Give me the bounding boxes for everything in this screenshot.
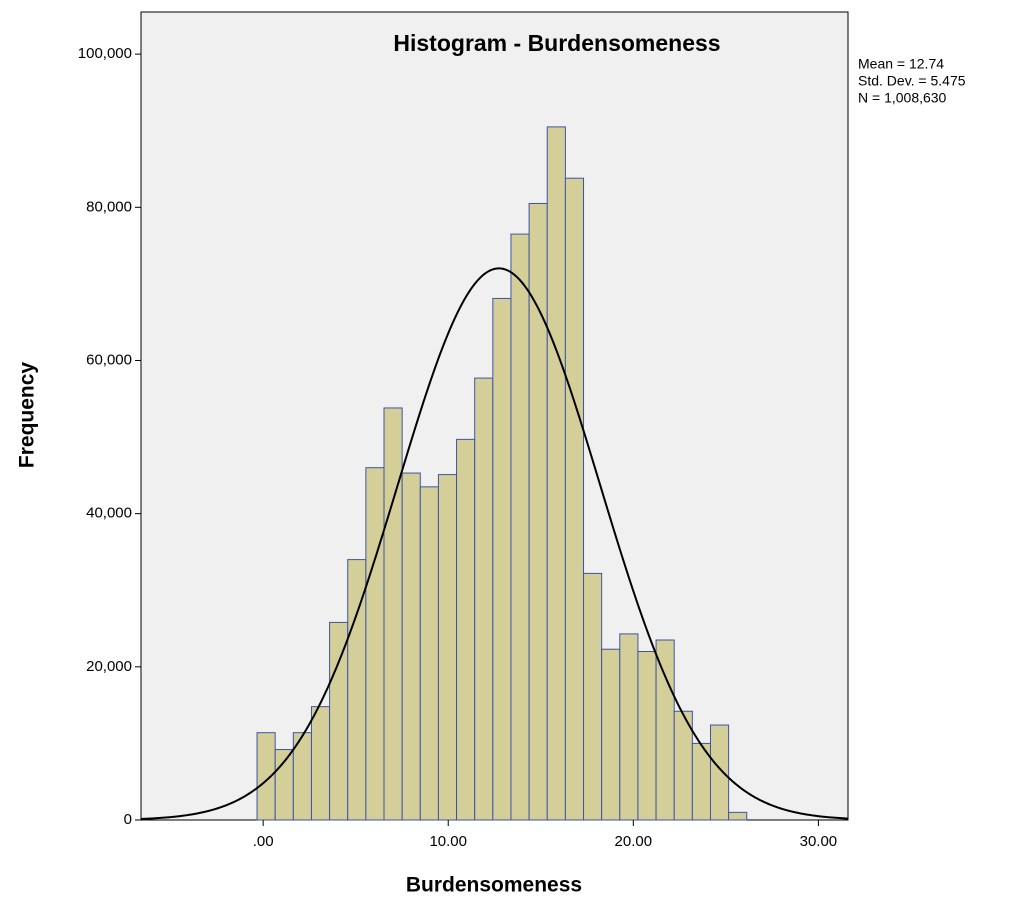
bar	[256, 732, 276, 821]
bar	[619, 633, 639, 821]
bar	[401, 472, 421, 821]
bar	[709, 724, 730, 821]
y-axis-label: Frequency	[16, 362, 39, 469]
bar	[601, 648, 621, 821]
bar	[347, 559, 367, 821]
bar	[637, 651, 657, 821]
stat-mean: Mean = 12.74	[858, 56, 944, 72]
x-tick-label: 10.00	[429, 833, 467, 850]
stat-sd: Std. Dev. = 5.475	[858, 73, 966, 89]
y-tick-label: 80,000	[86, 198, 132, 215]
x-tick-label: .00	[253, 833, 274, 850]
bar	[437, 474, 458, 821]
y-tick-label: 100,000	[78, 45, 132, 62]
y-tick-label: 60,000	[86, 351, 132, 368]
bar	[474, 377, 494, 821]
bar	[583, 572, 603, 821]
bar	[655, 639, 675, 821]
bar	[383, 407, 403, 821]
bar	[546, 126, 566, 821]
bar	[492, 297, 512, 821]
marks	[140, 126, 849, 821]
y-tick-label: 40,000	[86, 505, 132, 522]
y-tick-label: 0	[124, 811, 132, 828]
stat-n: N = 1,008,630	[858, 90, 947, 106]
bar	[419, 486, 439, 821]
bar	[310, 706, 331, 821]
bar	[456, 438, 476, 821]
x-tick-label: 30.00	[800, 833, 838, 850]
x-axis-label: Burdensomeness	[406, 874, 582, 897]
x-tick-label: 20.00	[615, 833, 653, 850]
bar	[564, 177, 585, 821]
bar	[329, 621, 349, 821]
bar	[365, 467, 385, 821]
bar	[728, 811, 748, 821]
y-tick-label: 20,000	[86, 658, 132, 675]
chart-title: Histogram - Burdensomeness	[393, 30, 720, 56]
bar	[510, 233, 530, 821]
normal-curve	[140, 267, 849, 820]
